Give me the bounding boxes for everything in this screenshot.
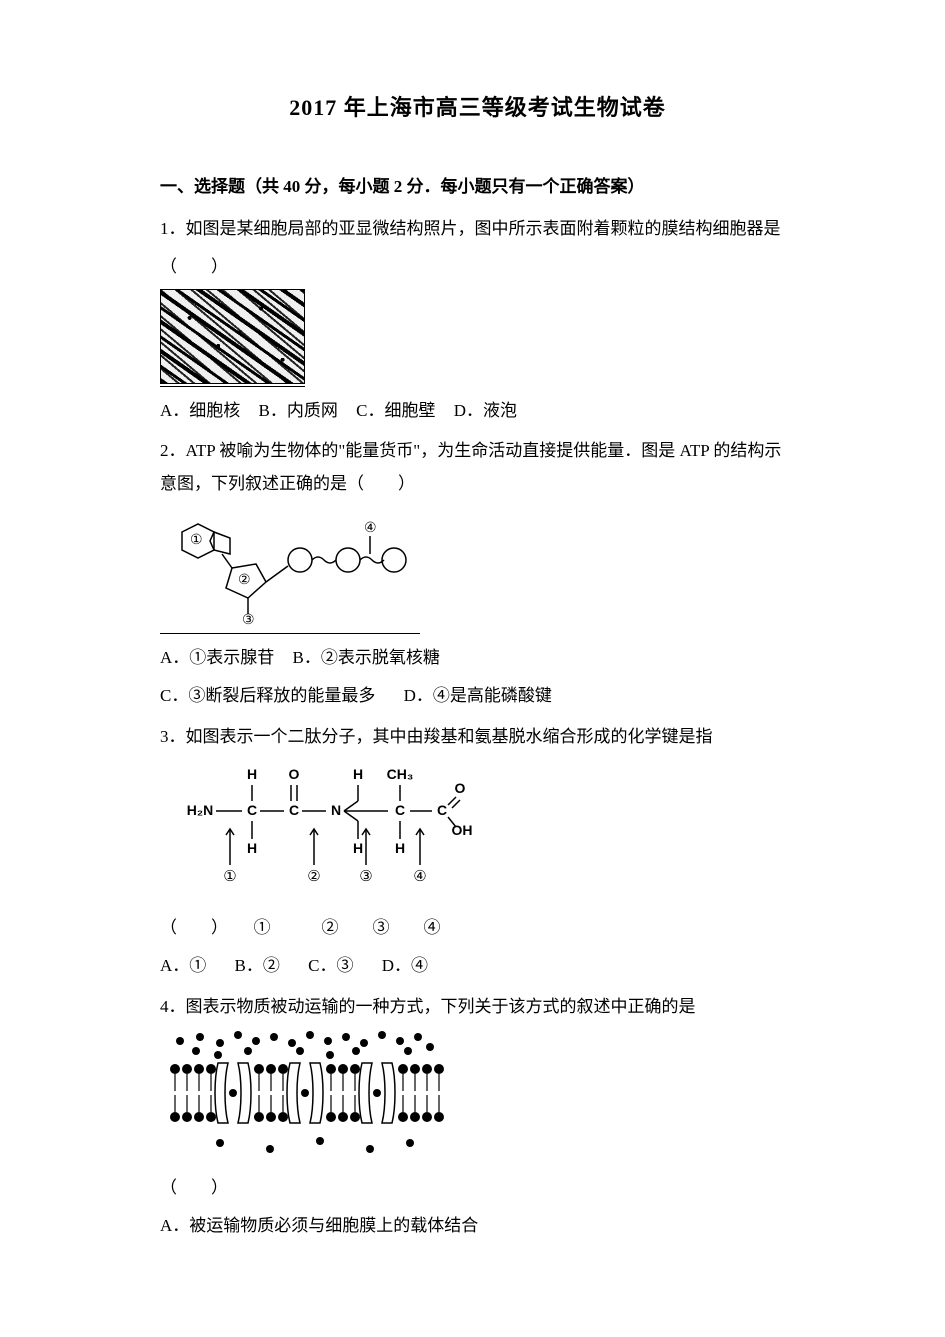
svg-text:H: H — [353, 840, 363, 856]
q1-opt-b: B．内质网 — [259, 401, 338, 420]
section-heading: 一、选择题（共 40 分，每小题 2 分．每小题只有一个正确答案） — [160, 172, 795, 203]
question-3: 3．如图表示一个二肽分子，其中由羧基和氨基脱水缩合形成的化学键是指 H O H … — [160, 721, 795, 983]
svg-text:H₂N: H₂N — [187, 802, 213, 818]
q2-atp-diagram: ① ② ③ ④ — [160, 506, 420, 626]
q2-label-1: ① — [190, 533, 203, 548]
q3-arrow-4: ④ — [413, 869, 426, 885]
svg-text:N: N — [331, 802, 341, 818]
question-1: 1．如图是某细胞局部的亚显微结构照片，图中所示表面附着颗粒的膜结构细胞器是 （ … — [160, 213, 795, 428]
q1-em-image — [160, 289, 305, 384]
q3-arrow-1: ① — [223, 869, 236, 885]
q3-paren-line: （ ） ① ② ③ ④ — [160, 912, 795, 944]
q2-opt-c: C．③断裂后释放的能量最多 — [160, 686, 375, 705]
q4-membrane-diagram — [160, 1029, 450, 1159]
q3-options: A．① B．② C．③ D．④ — [160, 950, 795, 982]
q3-opt-a: A．① — [160, 956, 206, 975]
q3-figure: H O H CH₃ O H₂N C C N C C OH H H H — [160, 759, 795, 904]
svg-text:C: C — [289, 802, 299, 818]
q3-opt-c: C．③ — [308, 956, 353, 975]
svg-text:CH₃: CH₃ — [387, 766, 414, 782]
q2-options-line2: C．③断裂后释放的能量最多 D．④是高能磷酸键 — [160, 680, 795, 712]
svg-text:H: H — [395, 840, 405, 856]
q3-arrow-2: ② — [307, 869, 320, 885]
q2-label-3: ③ — [242, 613, 255, 626]
q1-figure — [160, 289, 795, 387]
q1-options: A．细胞核 B．内质网 C．细胞壁 D．液泡 — [160, 395, 795, 427]
q3-opt-b: B．② — [235, 956, 280, 975]
svg-text:H: H — [353, 766, 363, 782]
q2-label-4: ④ — [364, 521, 377, 536]
q2-opt-d: D．④是高能磷酸键 — [404, 686, 552, 705]
q4-options: A．被运输物质必须与细胞膜上的载体结合 — [160, 1210, 795, 1242]
q2-underline — [160, 633, 420, 634]
q1-opt-c: C．细胞壁 — [356, 401, 435, 420]
svg-text:H: H — [247, 840, 257, 856]
svg-text:C: C — [247, 802, 257, 818]
q1-paren: （ ） — [160, 251, 795, 283]
q2-text: 2．ATP 被喻为生物体的"能量货币"，为生命活动直接提供能量．图是 ATP 的… — [160, 435, 795, 500]
svg-text:C: C — [395, 802, 405, 818]
svg-text:C: C — [437, 802, 447, 818]
q1-underline — [160, 386, 305, 387]
q4-text: 4．图表示物质被动运输的一种方式，下列关于该方式的叙述中正确的是 — [160, 991, 795, 1023]
q3-opt-d: D．④ — [382, 956, 428, 975]
q1-opt-a: A．细胞核 — [160, 401, 240, 420]
q2-label-2: ② — [238, 573, 251, 588]
svg-text:H: H — [247, 766, 257, 782]
question-4: 4．图表示物质被动运输的一种方式，下列关于该方式的叙述中正确的是 — [160, 991, 795, 1243]
svg-text:O: O — [455, 780, 466, 796]
q2-opt-b: B．②表示脱氧核糖 — [293, 648, 440, 667]
svg-text:O: O — [289, 766, 300, 782]
q3-arrow-3: ③ — [359, 869, 372, 885]
q3-dipeptide-diagram: H O H CH₃ O H₂N C C N C C OH H H H — [160, 759, 520, 899]
question-2: 2．ATP 被喻为生物体的"能量货币"，为生命活动直接提供能量．图是 ATP 的… — [160, 435, 795, 712]
q1-opt-d: D．液泡 — [454, 401, 517, 420]
q2-options-line1: A．①表示腺苷 B．②表示脱氧核糖 — [160, 642, 795, 674]
page-title: 2017 年上海市高三等级考试生物试卷 — [160, 90, 795, 122]
q2-figure: ① ② ③ ④ — [160, 506, 795, 634]
q3-text: 3．如图表示一个二肽分子，其中由羧基和氨基脱水缩合形成的化学键是指 — [160, 721, 795, 753]
q4-opt-a: A．被运输物质必须与细胞膜上的载体结合 — [160, 1216, 478, 1235]
q4-figure — [160, 1029, 795, 1164]
q4-paren: （ ） — [160, 1172, 795, 1204]
q1-text: 1．如图是某细胞局部的亚显微结构照片，图中所示表面附着颗粒的膜结构细胞器是 — [160, 213, 795, 245]
q2-opt-a: A．①表示腺苷 — [160, 648, 274, 667]
